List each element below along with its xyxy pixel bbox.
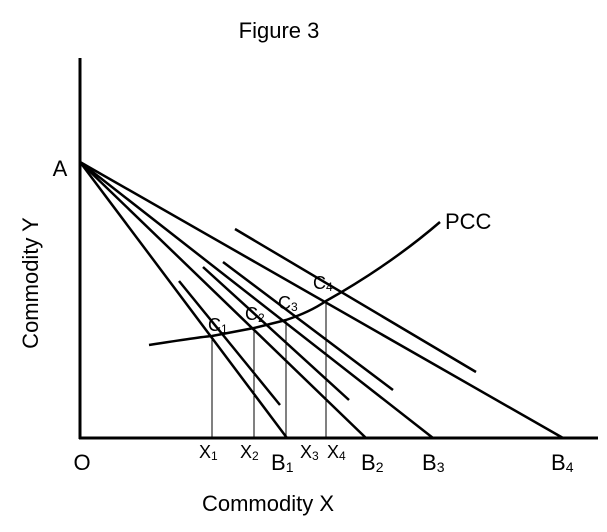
budget-intercept-b1: B1	[271, 450, 294, 475]
pcc-label: PCC	[445, 209, 492, 234]
budget-lines	[79, 160, 564, 440]
budget-line-3	[79, 161, 434, 439]
budget-intercept-b2: B2	[361, 450, 384, 475]
point-label-c4: C4	[313, 273, 333, 294]
drop-lines	[211, 301, 327, 438]
indifference-curve-2	[202, 266, 350, 401]
origin-label: O	[73, 450, 90, 475]
point-label-c3: C3	[278, 293, 298, 314]
point-label-c2: C2	[245, 304, 265, 325]
budget-line-4	[79, 160, 564, 440]
price-consumption-curve	[148, 221, 441, 347]
budget-line-1	[79, 161, 288, 439]
point-labels: C1 C2 C3 C4 X1 X2 X3 X4 B1 B2 B3 B4	[199, 273, 574, 475]
indifference-curve-4	[234, 227, 477, 374]
budget-line-2	[79, 161, 367, 439]
y-axis-label: Commodity Y	[18, 217, 43, 349]
indifference-curve-3	[222, 261, 394, 391]
quantity-label-x1: X1	[199, 442, 218, 463]
budget-intercept-b4: B4	[551, 450, 574, 475]
quantity-label-x3: X3	[300, 442, 319, 463]
indifference-curves	[178, 227, 477, 406]
budget-intercept-b3: B3	[422, 450, 445, 475]
point-label-c1: C1	[208, 315, 228, 336]
indifference-curve-1	[178, 280, 281, 406]
intercept-label-a: A	[53, 156, 68, 181]
figure-title: Figure 3	[239, 18, 320, 43]
quantity-label-x4: X4	[327, 442, 346, 463]
quantity-label-x2: X2	[240, 442, 259, 463]
x-axis-label: Commodity X	[202, 491, 334, 516]
